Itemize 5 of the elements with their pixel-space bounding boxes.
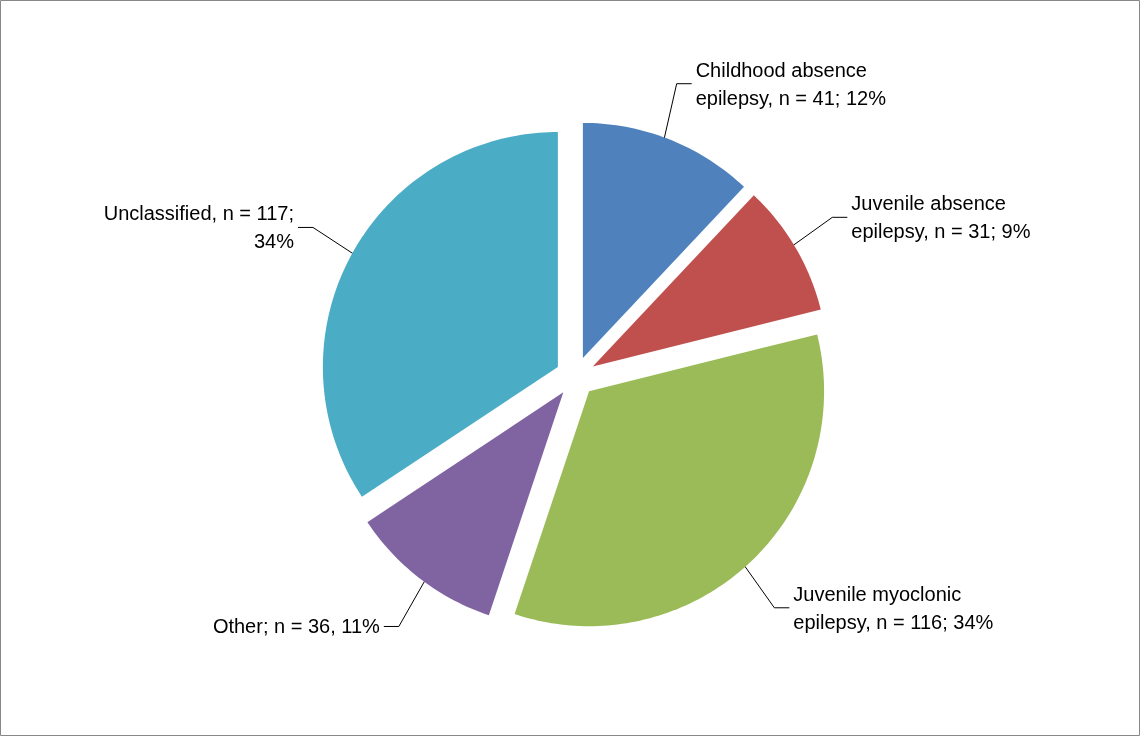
- slice-label: Unclassified, n = 117; 34%: [103, 202, 295, 253]
- slice-label: Juvenile myoclonic epilepsy, n = 116; 34%: [793, 582, 994, 633]
- slice-label: Childhood absence epilepsy, n = 41; 12%: [695, 58, 887, 109]
- slice-label: Other; n = 36, 11%: [212, 615, 381, 638]
- slice-label: Juvenile absence epilepsy, n = 31; 9%: [851, 192, 1031, 243]
